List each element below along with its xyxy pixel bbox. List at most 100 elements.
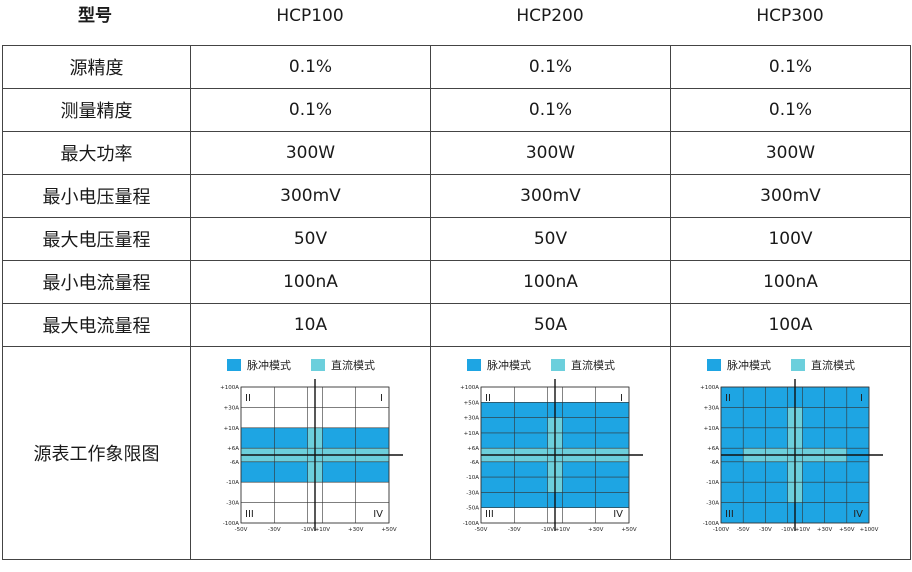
quadrant-label: IV xyxy=(613,509,623,520)
table-row: 测量精度 0.1% 0.1% 0.1% xyxy=(2,88,911,132)
quadrant-label: II xyxy=(245,393,251,404)
y-tick-label: -6A xyxy=(469,460,478,466)
y-tick-label: -100A xyxy=(702,521,718,527)
spec-table: 源精度 0.1% 0.1% 0.1% 测量精度 0.1% 0.1% 0.1% 最… xyxy=(2,45,911,560)
y-tick-label: +10A xyxy=(463,431,479,437)
y-tick-label: +10A xyxy=(223,426,239,432)
cell-value: 0.1% xyxy=(430,45,671,89)
row-label: 源精度 xyxy=(2,45,191,89)
legend-swatch-pulse xyxy=(226,359,241,371)
y-tick-label: -6A xyxy=(229,460,238,466)
table-row: 最大电流量程 10A 50A 100A xyxy=(2,303,911,347)
quadrant-diagram-hcp300: 脉冲模式 直流模式 +100A +30A +10A +6A -6A -10A -30A -100A… xyxy=(700,358,883,533)
cell-value: 300mV xyxy=(430,174,671,218)
quadrant-label: I xyxy=(620,393,623,404)
cell-value: 50A xyxy=(430,303,671,347)
y-tick-label: -100A xyxy=(462,521,478,527)
legend-swatch-dc xyxy=(310,359,325,371)
legend-label-dc: 直流模式 xyxy=(331,358,375,372)
x-tick-label: -10V xyxy=(781,527,794,533)
table-row: 最大电压量程 50V 50V 100V xyxy=(2,217,911,261)
quadrant-cell: 脉冲模式 直流模式 +100A +30A +10A +6A -6A -10A -30A -100A… xyxy=(190,346,431,560)
table-row: 最小电流量程 100nA 100nA 100nA xyxy=(2,260,911,304)
row-label: 最大功率 xyxy=(2,131,191,175)
quadrant-label: IV xyxy=(373,509,383,520)
y-tick-label: +30A xyxy=(703,405,719,411)
cell-value: 100nA xyxy=(430,260,671,304)
y-tick-label: -30A xyxy=(226,501,239,507)
y-tick-label: +6A xyxy=(467,446,479,452)
x-tick-label: +50V xyxy=(621,527,637,533)
y-tick-label: +100A xyxy=(700,385,719,391)
row-label: 源表工作象限图 xyxy=(2,346,191,560)
table-row: 源精度 0.1% 0.1% 0.1% xyxy=(2,45,911,89)
cell-value: 0.1% xyxy=(670,45,911,89)
quadrant-label: IV xyxy=(853,509,863,520)
quadrant-label: II xyxy=(725,393,731,404)
x-tick-label: -50V xyxy=(736,527,749,533)
cell-value: 100A xyxy=(670,303,911,347)
table-row: 最大功率 300W 300W 300W xyxy=(2,131,911,175)
quadrant-row: 源表工作象限图 脉冲模式 直流模式 +100A +30A +10A +6A -6A -10A -… xyxy=(2,346,911,560)
y-tick-label: +100A xyxy=(460,385,479,391)
quadrant-diagram-hcp200: 脉冲模式 直流模式 +100A +50A +30A +10A +6A -6A -10A -30A -… xyxy=(460,358,643,533)
x-tick-label: +30V xyxy=(348,527,364,533)
cell-value: 300mV xyxy=(670,174,911,218)
x-tick-label: -10V xyxy=(301,527,314,533)
legend-label-pulse: 脉冲模式 xyxy=(247,358,291,372)
x-tick-label: +30V xyxy=(816,527,832,533)
y-tick-label: +100A xyxy=(220,385,239,391)
table-header: 型号 HCP100 HCP200 HCP300 xyxy=(0,0,912,44)
y-tick-label: +30A xyxy=(463,416,479,422)
cell-value: 300W xyxy=(670,131,911,175)
x-tick-label: -100V xyxy=(712,527,728,533)
quadrant-cell: 脉冲模式 直流模式 +100A +50A +30A +10A +6A -6A -10A -30A -… xyxy=(430,346,671,560)
quadrant-label: III xyxy=(245,509,254,520)
cell-value: 100nA xyxy=(670,260,911,304)
legend-label-dc: 直流模式 xyxy=(571,358,615,372)
cell-value: 100V xyxy=(670,217,911,261)
y-tick-label: -50A xyxy=(466,506,479,512)
x-tick-label: -50V xyxy=(474,527,487,533)
x-tick-label: +30V xyxy=(588,527,604,533)
legend-label-dc: 直流模式 xyxy=(811,358,855,372)
quadrant-cell: 脉冲模式 直流模式 +100A +30A +10A +6A -6A -10A -30A -100A… xyxy=(670,346,911,560)
x-tick-label: -50V xyxy=(234,527,247,533)
legend-swatch-pulse xyxy=(706,359,721,371)
model-header-hcp100: HCP100 xyxy=(276,6,344,26)
x-tick-label: +10V xyxy=(794,527,810,533)
row-label: 测量精度 xyxy=(2,88,191,132)
legend-label-pulse: 脉冲模式 xyxy=(727,358,771,372)
legend-swatch-pulse xyxy=(466,359,481,371)
x-tick-label: -30V xyxy=(507,527,520,533)
model-header-label: 型号 xyxy=(78,6,112,26)
cell-value: 300W xyxy=(190,131,431,175)
x-tick-label: +10V xyxy=(314,527,330,533)
x-tick-label: -30V xyxy=(267,527,280,533)
cell-value: 100nA xyxy=(190,260,431,304)
y-tick-label: -10A xyxy=(466,475,479,481)
cell-value: 10A xyxy=(190,303,431,347)
x-tick-label: -10V xyxy=(541,527,554,533)
y-tick-label: -100A xyxy=(222,521,238,527)
cell-value: 300W xyxy=(430,131,671,175)
cell-value: 300mV xyxy=(190,174,431,218)
quadrant-label: I xyxy=(380,393,383,404)
legend-swatch-dc xyxy=(790,359,805,371)
y-tick-label: +6A xyxy=(707,446,719,452)
cell-value: 50V xyxy=(190,217,431,261)
x-tick-label: +50V xyxy=(381,527,397,533)
y-tick-label: -10A xyxy=(226,480,239,486)
x-tick-label: +100V xyxy=(859,527,878,533)
quadrant-label: I xyxy=(860,393,863,404)
row-label: 最小电压量程 xyxy=(2,174,191,218)
quadrant-label: III xyxy=(725,509,734,520)
quadrant-diagram-hcp100: 脉冲模式 直流模式 +100A +30A +10A +6A -6A -10A -30A -100A… xyxy=(220,358,403,533)
x-tick-label: +10V xyxy=(554,527,570,533)
legend-label-pulse: 脉冲模式 xyxy=(487,358,531,372)
y-tick-label: +30A xyxy=(223,405,239,411)
legend-swatch-dc xyxy=(550,359,565,371)
quadrant-label: III xyxy=(485,509,494,520)
y-tick-label: -10A xyxy=(706,480,719,486)
y-tick-label: +6A xyxy=(227,446,239,452)
